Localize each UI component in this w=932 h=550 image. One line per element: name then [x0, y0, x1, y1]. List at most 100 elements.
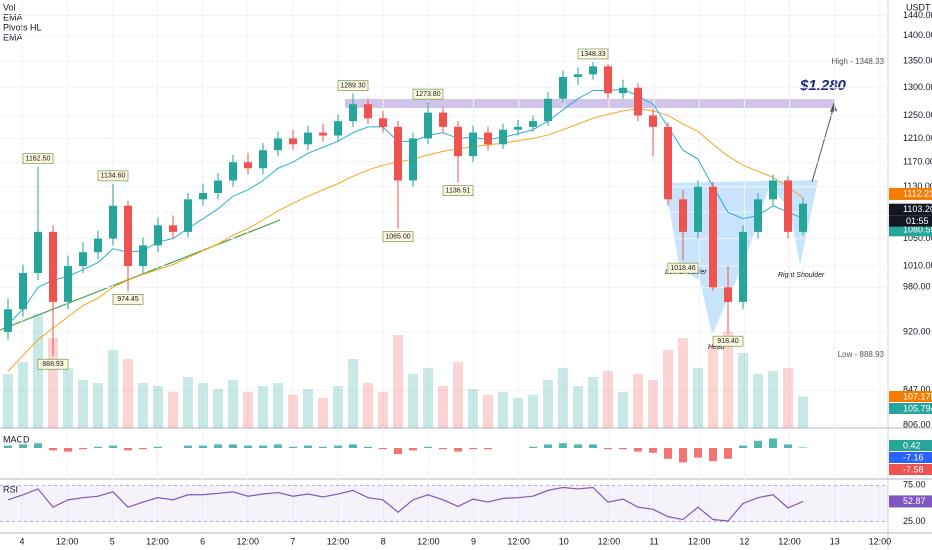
- target-arrow: [811, 105, 835, 183]
- macd-bar: [244, 445, 252, 448]
- volume-bar: [768, 371, 778, 428]
- candle-body: [214, 180, 222, 194]
- x-tick-label: 12:00: [507, 536, 530, 546]
- volume-bar: [618, 392, 628, 428]
- macd-bar: [94, 446, 102, 448]
- candle-body: [274, 138, 282, 151]
- macd-bar: [319, 446, 327, 448]
- arrow-head: [830, 102, 837, 112]
- volume-bar: [138, 383, 148, 428]
- y-tick-label: 980.00: [903, 282, 931, 292]
- volume-bar: [243, 392, 253, 428]
- volume-bar: [528, 395, 538, 428]
- macd-bar: [79, 448, 87, 450]
- candle-body: [709, 186, 717, 288]
- pivot-label: 974.45: [117, 296, 139, 303]
- volume-bar: [333, 386, 343, 428]
- pivot-box: [37, 358, 69, 370]
- volume-bar: [198, 383, 208, 428]
- volume-bar: [603, 371, 613, 428]
- candle-body: [184, 199, 192, 232]
- macd-bar: [4, 445, 12, 448]
- candle-body: [589, 66, 597, 75]
- pivot-label: 918.40: [717, 338, 739, 345]
- x-tick-label: 12: [739, 536, 749, 546]
- macd-bar: [754, 440, 762, 448]
- candle-body: [439, 112, 447, 127]
- candle-body: [499, 129, 507, 145]
- macd-bar: [439, 448, 447, 450]
- right-shoulder: Right Shoulder: [778, 272, 825, 279]
- candle-body: [154, 225, 162, 246]
- y-tick-label: 1210.00: [903, 133, 932, 143]
- macd-tag: [889, 464, 932, 475]
- macd-bar: [454, 448, 462, 452]
- volume-tag: [889, 403, 932, 414]
- candle-body: [244, 162, 252, 169]
- macd-bar: [49, 448, 57, 451]
- macd-bar: [424, 446, 432, 448]
- candle-body: [319, 132, 327, 136]
- macd-bar: [769, 438, 777, 448]
- macd-bar: [139, 448, 147, 450]
- macd-bar: [619, 448, 627, 450]
- macd-bar: [229, 444, 237, 448]
- candle-body: [34, 231, 42, 274]
- volume-bar: [153, 386, 163, 428]
- x-tick-label: 12:00: [778, 536, 801, 546]
- y-tick-label: 806.00: [903, 420, 931, 430]
- x-tick-label: 10: [559, 536, 569, 546]
- macd-bar: [154, 446, 162, 448]
- macd-bar: [124, 448, 132, 451]
- candle-body: [724, 287, 732, 302]
- macd-bar: [724, 448, 732, 459]
- y-tick-label: 1130.00: [903, 181, 932, 191]
- volume-bar: [48, 338, 58, 428]
- x-tick-label: 5: [110, 536, 115, 546]
- y-tick-label: 1400.00: [903, 30, 932, 40]
- candle-body: [169, 225, 177, 232]
- candle-body: [769, 180, 777, 200]
- volume-bar: [468, 389, 478, 428]
- candle-body: [409, 138, 417, 181]
- macd-bar: [259, 445, 267, 448]
- pivot-box: [22, 153, 54, 165]
- macd-bar: [184, 445, 192, 448]
- pivot-box: [97, 170, 129, 182]
- candle-body: [679, 199, 687, 232]
- candle-body: [19, 273, 27, 310]
- pivot-label: 1289.30: [340, 82, 365, 89]
- volume-bar: [228, 380, 238, 428]
- candle-body: [64, 266, 72, 302]
- volume-bar: [438, 386, 448, 428]
- candle-body: [394, 126, 402, 181]
- volume-bar: [213, 389, 223, 428]
- macd-tag-label: -7.16: [903, 452, 924, 462]
- macd-bar: [19, 444, 27, 448]
- candle-body: [259, 150, 267, 169]
- rsi-tag-label: 52.87: [903, 496, 926, 506]
- volume-bar: [633, 374, 643, 428]
- macd-bar: [349, 444, 357, 448]
- candle-body: [649, 115, 657, 127]
- macd-tag: [889, 440, 932, 451]
- macd-bar: [214, 444, 222, 448]
- volume-bar: [573, 386, 583, 428]
- volume-bar: [588, 377, 598, 428]
- pivot-box: [112, 294, 144, 305]
- candle-body: [469, 132, 477, 157]
- volume-bar: [183, 377, 193, 428]
- volume-bar: [18, 362, 28, 428]
- pivot-box: [442, 185, 474, 196]
- macd-bar: [34, 443, 42, 448]
- rsi-tick-label: 25.00: [903, 516, 926, 526]
- y-tick-label: 1300.00: [903, 82, 932, 92]
- x-tick-label: 12:00: [146, 536, 169, 546]
- macd-bar: [274, 444, 282, 448]
- high-label: High - 1348.33: [832, 57, 885, 66]
- macd-tag-label: 0.42: [903, 440, 921, 450]
- pivot-label: 1162.50: [26, 156, 51, 163]
- volume-bar: [663, 350, 673, 428]
- volume-bar: [108, 350, 118, 428]
- volume-bar: [93, 383, 103, 428]
